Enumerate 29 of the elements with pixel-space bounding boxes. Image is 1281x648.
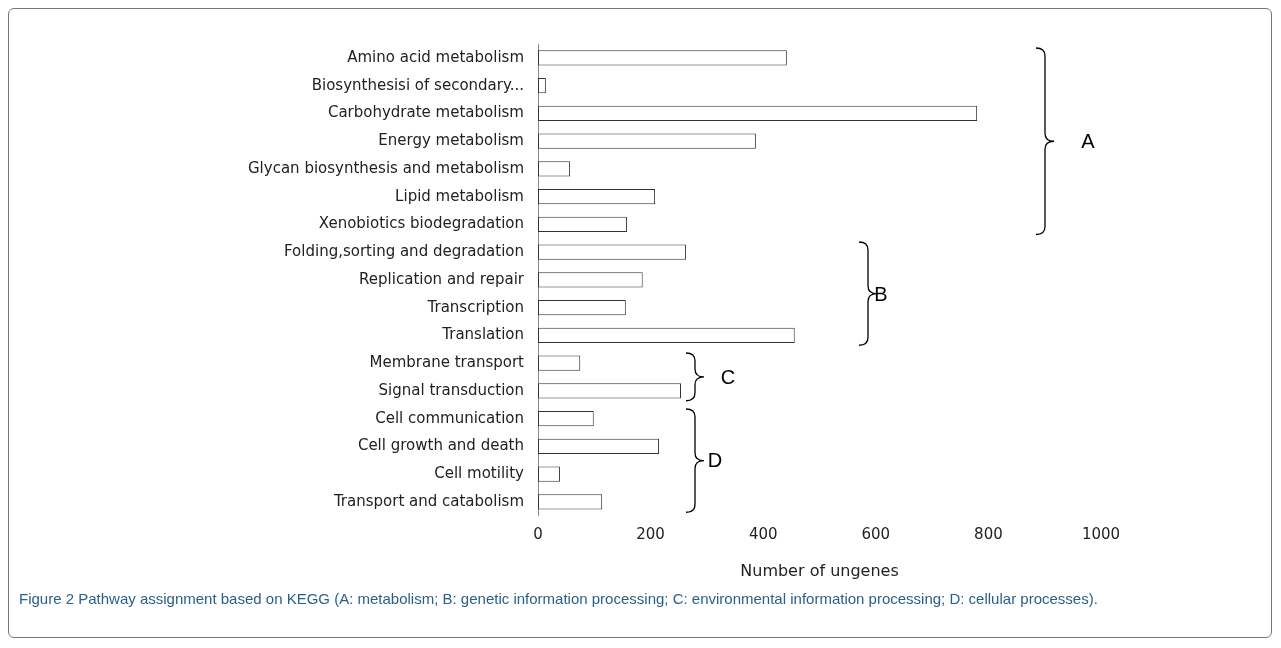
y-tick-label: Xenobiotics biodegradation xyxy=(318,214,524,233)
x-tick-label: 600 xyxy=(861,524,891,543)
x-axis-title: Number of ungenes xyxy=(740,560,899,580)
y-tick-label: Cell growth and death xyxy=(357,436,524,455)
y-tick-label: Replication and repair xyxy=(359,269,525,288)
annotation: C xyxy=(720,365,736,389)
y-tick-label: Biosynthesisi of secondary... xyxy=(311,75,524,94)
y-tick-label: Glycan biosynthesis and metabolism xyxy=(248,158,524,177)
x-tick-label: 800 xyxy=(974,524,1003,543)
caption: Figure 2 Pathway assignment based on KEGG (A: metabolism; B: genetic information processing; C: environmental information processing; D: cellular processes). xyxy=(19,589,1099,609)
y-tick-label: Carbohydrate metabolism xyxy=(327,103,524,122)
x-tick-label: 0 xyxy=(533,524,543,543)
y-tick-label: Transport and catabolism xyxy=(332,491,524,510)
annotation: B xyxy=(874,282,888,306)
y-tick-label: Energy metabolism xyxy=(378,131,524,150)
x-tick-label: 1000 xyxy=(1081,524,1121,543)
y-tick-label: Transcription xyxy=(426,297,524,316)
y-tick-label: Lipid metabolism xyxy=(395,186,524,205)
y-tick-label: Signal transduction xyxy=(378,380,524,399)
x-tick-label: 200 xyxy=(636,524,665,543)
annotation: A xyxy=(1081,129,1095,153)
annotation: D xyxy=(707,448,723,472)
y-tick-label: Amino acid metabolism xyxy=(347,47,524,66)
y-tick-label: Membrane transport xyxy=(369,353,525,372)
y-tick-label: Cell communication xyxy=(375,408,524,427)
y-tick-label: Cell motility xyxy=(434,464,525,483)
x-tick-label: 400 xyxy=(748,524,778,543)
y-tick-label: Folding,sorting and degradation xyxy=(284,242,524,261)
y-tick-label: Translation xyxy=(441,325,524,344)
